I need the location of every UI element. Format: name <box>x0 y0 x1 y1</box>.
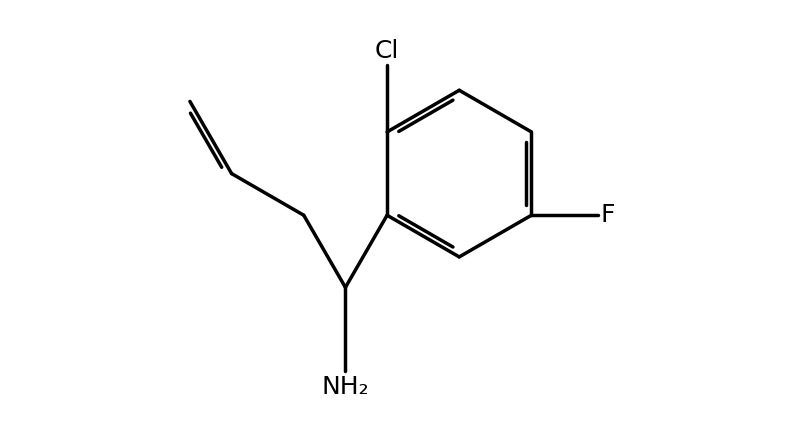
Text: NH₂: NH₂ <box>322 375 370 399</box>
Text: F: F <box>600 203 615 227</box>
Text: Cl: Cl <box>375 39 400 63</box>
